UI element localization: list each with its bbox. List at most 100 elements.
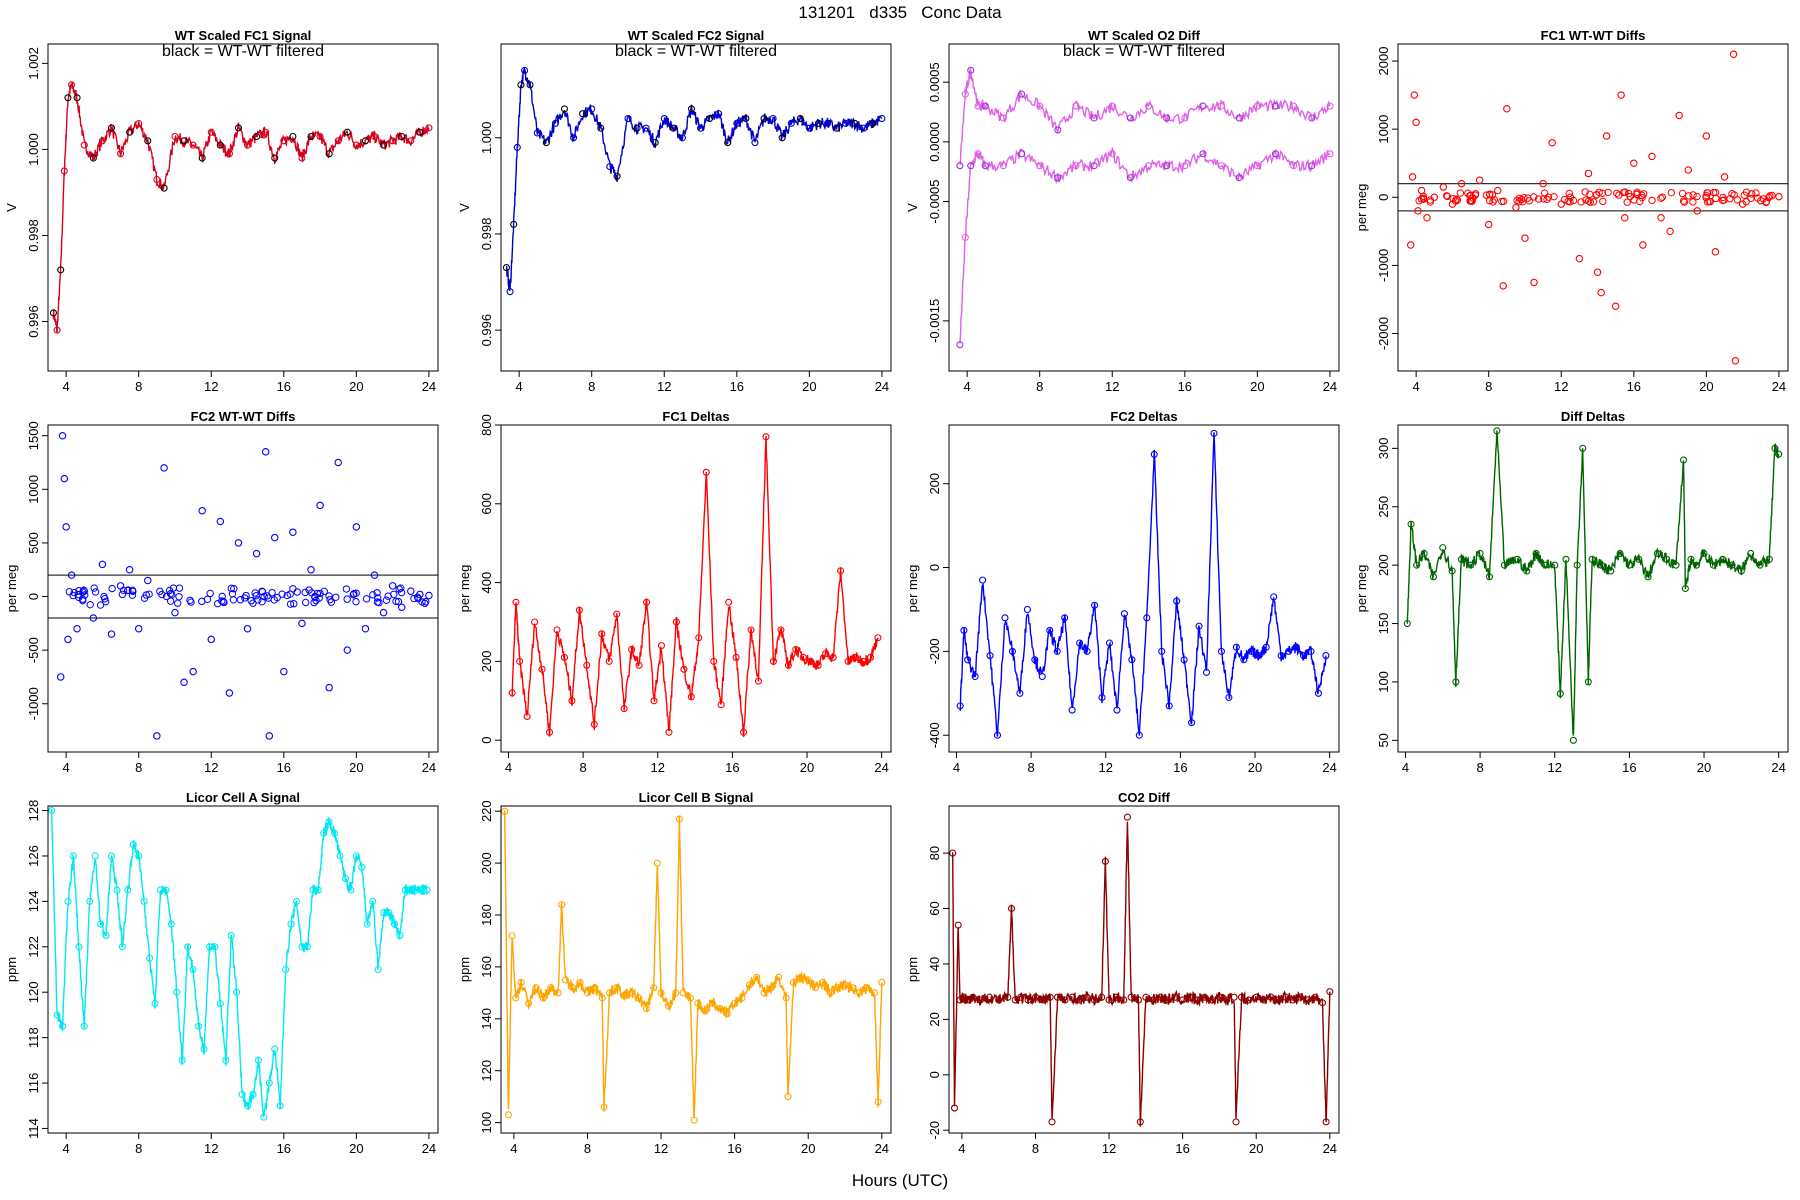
- data-point: [1201, 993, 1209, 1001]
- data-point: [1318, 999, 1326, 1007]
- data-point: [1240, 656, 1248, 664]
- data-point: [1267, 993, 1275, 1001]
- data-point: [1053, 993, 1062, 1001]
- data-point: [686, 994, 695, 1002]
- data-point: [189, 965, 197, 974]
- data-point: [241, 594, 249, 602]
- data-point: [73, 624, 81, 633]
- x-tick-label: 16: [1622, 760, 1636, 775]
- data-point: [1429, 573, 1438, 581]
- data-point: [1657, 213, 1665, 222]
- data-point: [1262, 643, 1270, 651]
- data-point: [1004, 993, 1012, 1001]
- data-point: [153, 732, 161, 740]
- data-point: [1638, 193, 1646, 202]
- data-point: [233, 988, 241, 996]
- data-point: [874, 1098, 882, 1106]
- panel-p5: 4 8 12 16 20 24 -1000 -500 0 500 1000 1500 per meg FC…: [4, 409, 439, 775]
- data-point: [1457, 555, 1465, 563]
- data-point: [124, 886, 132, 894]
- plot-frame: [1397, 424, 1789, 753]
- data-point: [198, 154, 206, 162]
- data-point: [1413, 561, 1421, 569]
- data-point: [258, 587, 266, 595]
- data-point: [370, 132, 379, 141]
- data-point: [1232, 1118, 1240, 1126]
- data-point: [1098, 693, 1106, 702]
- data-point: [841, 981, 849, 989]
- data-point: [107, 630, 116, 638]
- data-point: [706, 114, 714, 123]
- data-point: [1126, 114, 1134, 122]
- data-point: [53, 1011, 61, 1019]
- data-point: [651, 139, 659, 147]
- data-point: [298, 619, 306, 628]
- data-point: [1314, 689, 1323, 697]
- data-point: [1296, 993, 1304, 1001]
- plot-frame: [47, 805, 439, 1134]
- data-point: [1573, 561, 1581, 569]
- data-point: [134, 624, 143, 633]
- panel-p7: 4 8 12 16 20 24 -400 -200 0 200 per meg FC2 Deltas: [905, 409, 1340, 775]
- data-point: [289, 132, 297, 141]
- panel-p2: 4 8 12 16 20 24 0.996 0.998 1.000 V WT Scaled FC2 …: [457, 28, 892, 394]
- panel-subtitle: black = WT-WT filtered: [1063, 43, 1225, 60]
- data-point: [64, 94, 72, 102]
- x-tick-label: 12: [1554, 379, 1568, 394]
- data-point: [64, 635, 72, 644]
- data-point: [551, 119, 559, 127]
- plot-frame: [47, 424, 439, 753]
- y-tick-label: 122: [26, 936, 41, 958]
- data-point: [504, 1111, 512, 1119]
- y-tick-label: 0: [479, 737, 494, 744]
- data-point: [598, 630, 606, 638]
- data-point: [512, 598, 520, 606]
- data-point: [107, 852, 116, 860]
- data-point: [361, 137, 369, 145]
- data-point: [986, 652, 994, 660]
- data-point: [1271, 150, 1280, 158]
- data-point: [1700, 549, 1708, 558]
- data-point: [579, 110, 587, 118]
- data-point: [797, 973, 805, 981]
- data-point: [669, 124, 677, 132]
- data-point: [1150, 450, 1158, 458]
- data-point: [1513, 555, 1521, 563]
- data-point: [342, 585, 351, 593]
- x-tick-label: 20: [349, 379, 363, 394]
- y-axis-label: per meg: [457, 565, 472, 613]
- y-tick-label: 120: [26, 981, 41, 1003]
- data-point: [650, 984, 658, 992]
- data-point: [1592, 190, 1601, 199]
- data-point: [1687, 555, 1695, 563]
- data-point: [222, 1056, 230, 1064]
- data-point: [672, 618, 680, 626]
- data-point: [1048, 1118, 1056, 1126]
- data-point: [799, 653, 807, 661]
- data-point: [1076, 996, 1084, 1004]
- data-point: [1607, 567, 1615, 575]
- data-point: [1597, 288, 1605, 297]
- data-point: [271, 1045, 279, 1053]
- data-point: [538, 665, 546, 673]
- data-point: [569, 984, 577, 992]
- data-point: [418, 886, 426, 894]
- y-tick-label: 124: [26, 891, 41, 913]
- x-tick-label: 8: [135, 760, 142, 775]
- data-point: [999, 114, 1007, 122]
- data-point: [1602, 132, 1611, 140]
- data-point: [1523, 567, 1531, 575]
- data-point: [1711, 248, 1720, 256]
- data-point: [583, 989, 592, 997]
- x-tick-label: 16: [277, 760, 291, 775]
- data-point: [1326, 988, 1334, 996]
- data-point: [262, 128, 270, 136]
- data-point: [352, 523, 361, 531]
- x-tick-label: 20: [1249, 1141, 1263, 1156]
- x-tick-label: 4: [63, 379, 70, 394]
- data-point: [1271, 102, 1280, 110]
- data-point: [613, 172, 621, 180]
- data-point: [985, 993, 994, 1001]
- data-point: [597, 124, 605, 132]
- series-line: [959, 432, 1327, 737]
